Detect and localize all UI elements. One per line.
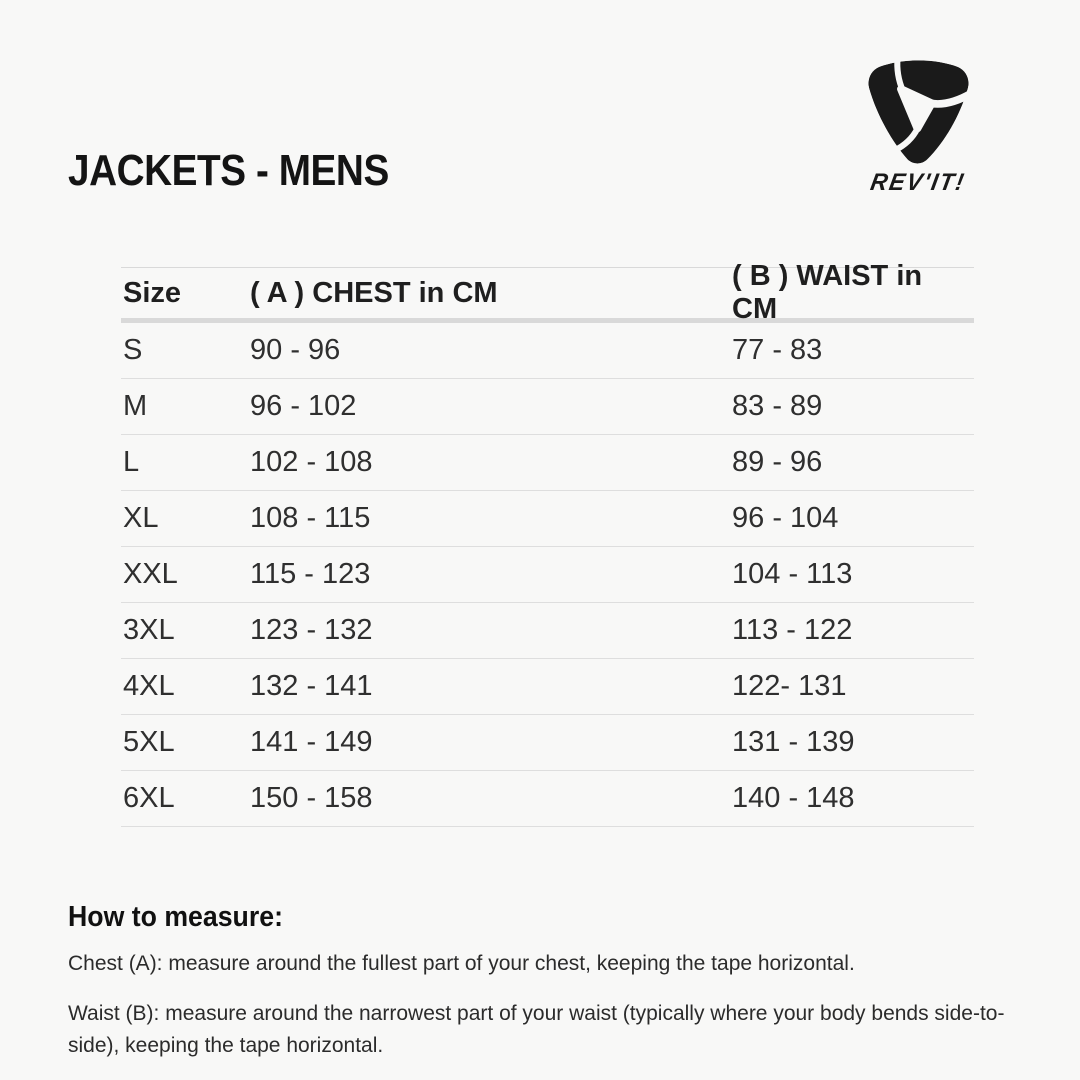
table-row: S 90 - 96 77 - 83 — [121, 323, 974, 379]
column-header-size: Size — [123, 276, 182, 309]
chest-cell: 102 - 108 — [250, 446, 373, 478]
waist-cell: 104 - 113 — [732, 558, 853, 590]
waist-instruction: Waist (B): measure around the narrowest … — [68, 1002, 1005, 1057]
waist-cell: 140 - 148 — [732, 782, 855, 814]
waist-cell: 96 - 104 — [732, 502, 839, 534]
table-row: XL 108 - 115 96 - 104 — [121, 491, 974, 547]
table-row: 3XL 123 - 132 113 - 122 — [121, 603, 974, 659]
chest-cell: 115 - 123 — [250, 558, 371, 590]
chest-cell: 90 - 96 — [250, 334, 341, 366]
size-cell: XXL — [123, 558, 178, 590]
size-cell: M — [123, 390, 148, 422]
waist-cell: 113 - 122 — [732, 614, 853, 646]
how-to-measure-heading: How to measure: — [68, 901, 283, 933]
column-header-chest: ( A ) CHEST in CM — [250, 276, 498, 309]
waist-cell: 89 - 96 — [732, 446, 823, 478]
table-row: M 96 - 102 83 - 89 — [121, 379, 974, 435]
revit-shield-icon — [867, 60, 969, 164]
size-cell: 3XL — [123, 614, 175, 646]
size-cell: 4XL — [123, 670, 175, 702]
size-cell: L — [123, 446, 140, 478]
waist-cell: 83 - 89 — [732, 390, 823, 422]
size-cell: 6XL — [123, 782, 175, 814]
size-cell: 5XL — [123, 726, 175, 758]
table-row: 6XL 150 - 158 140 - 148 — [121, 771, 974, 827]
brand-logo: REV'IT! — [841, 56, 995, 197]
chest-cell: 150 - 158 — [250, 782, 373, 814]
table-row: 5XL 141 - 149 131 - 139 — [121, 715, 974, 771]
chest-cell: 123 - 132 — [250, 614, 373, 646]
chest-cell: 132 - 141 — [250, 670, 373, 702]
waist-cell: 77 - 83 — [732, 334, 823, 366]
chest-cell: 96 - 102 — [250, 390, 357, 422]
waist-cell: 122- 131 — [732, 670, 847, 702]
size-cell: XL — [123, 502, 159, 534]
page-title: JACKETS - MENS — [68, 146, 389, 195]
chest-instruction: Chest (A): measure around the fullest pa… — [68, 952, 855, 975]
table-row: 4XL 132 - 141 122- 131 — [121, 659, 974, 715]
column-header-waist: ( B ) WAIST in CM — [732, 260, 923, 325]
waist-cell: 131 - 139 — [732, 726, 855, 758]
brand-wordmark: REV'IT! — [868, 169, 968, 196]
size-cell: S — [123, 334, 143, 366]
chest-cell: 108 - 115 — [250, 502, 371, 534]
how-to-measure-section: How to measure: Chest (A): measure aroun… — [68, 901, 1053, 1080]
chest-cell: 141 - 149 — [250, 726, 373, 758]
table-body: S 90 - 96 77 - 83 M 96 - 102 83 - 89 L 1… — [121, 323, 974, 827]
table-row: L 102 - 108 89 - 96 — [121, 435, 974, 491]
table-row: XXL 115 - 123 104 - 113 — [121, 547, 974, 603]
size-table: Size ( A ) CHEST in CM ( B ) WAIST in CM… — [121, 260, 974, 827]
table-header-row: Size ( A ) CHEST in CM ( B ) WAIST in CM — [121, 260, 974, 325]
